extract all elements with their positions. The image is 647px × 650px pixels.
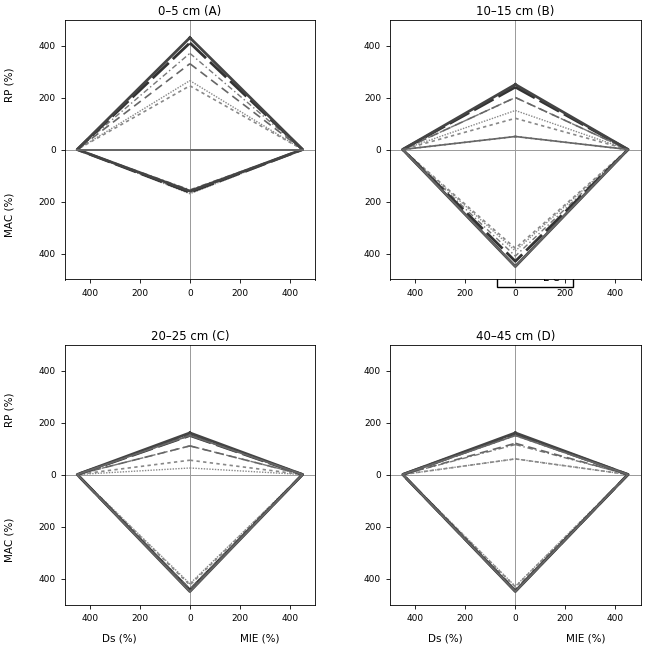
- Text: RP (%): RP (%): [5, 67, 15, 102]
- Title: 40–45 cm (D): 40–45 cm (D): [476, 330, 555, 343]
- Legend: CER, PAST, PL-D, PL-C, LP-D, LP-C, L-D, L-C: CER, PAST, PL-D, PL-C, LP-D, LP-C, L-D, …: [497, 181, 573, 287]
- Text: MIE (%): MIE (%): [565, 633, 605, 644]
- Text: RP (%): RP (%): [5, 392, 15, 427]
- Text: Ds (%): Ds (%): [102, 633, 137, 644]
- Text: MAC (%): MAC (%): [5, 192, 15, 237]
- Text: MIE (%): MIE (%): [240, 633, 280, 644]
- Text: MAC (%): MAC (%): [5, 517, 15, 562]
- Title: 0–5 cm (A): 0–5 cm (A): [159, 5, 221, 18]
- Title: 10–15 cm (B): 10–15 cm (B): [476, 5, 554, 18]
- Title: 20–25 cm (C): 20–25 cm (C): [151, 330, 229, 343]
- Text: Ds (%): Ds (%): [428, 633, 463, 644]
